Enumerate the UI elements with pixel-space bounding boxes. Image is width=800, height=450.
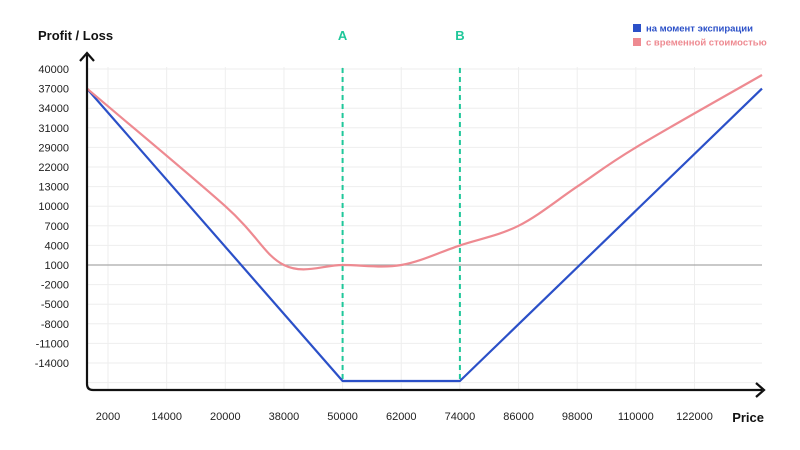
x-tick-label: 98000	[562, 411, 593, 423]
y-tick-label: 7000	[45, 221, 69, 233]
y-tick-label: -14000	[35, 358, 69, 370]
chart-axes	[79, 51, 766, 398]
x-tick-label: 122000	[676, 411, 713, 423]
axis-lines	[85, 55, 762, 392]
y-tick-label: -11000	[36, 338, 69, 350]
y-tick-label: -5000	[41, 299, 69, 311]
y-tick-label: 1000	[45, 260, 69, 272]
marker-label-a: A	[338, 28, 348, 43]
legend-swatch-expiration	[633, 24, 641, 32]
y-tick-label: 29000	[38, 142, 69, 154]
series-lines	[86, 74, 763, 383]
legend: на момент экспирации с временной стоимос…	[633, 24, 767, 49]
x-tick-label: 20000	[210, 411, 241, 423]
y-tick-label: -8000	[41, 319, 69, 331]
x-tick-label: 62000	[386, 411, 417, 423]
x-tick-labels: 2000 14000 20000 38000 50000 62000 74000 86000 9…	[96, 411, 713, 423]
y-tick-labels: 40000 37000 34000 31000 29000 22000 13000 10000…	[35, 64, 69, 370]
y-tick-label: 10000	[38, 201, 69, 213]
x-tick-label: 86000	[503, 411, 534, 423]
chart-grid	[87, 67, 762, 390]
x-tick-label: 14000	[151, 411, 182, 423]
y-axis-arrow	[79, 51, 95, 62]
series-line-expiration	[86, 87, 763, 383]
x-tick-label: 50000	[327, 411, 358, 423]
y-tick-label: 13000	[38, 182, 69, 194]
y-tick-label: 37000	[38, 84, 69, 96]
x-axis-arrow	[755, 382, 766, 398]
y-tick-label: 22000	[38, 162, 69, 174]
x-tick-label: 38000	[269, 411, 300, 423]
series-line-time-value	[86, 74, 763, 271]
x-tick-label: 110000	[618, 411, 654, 423]
x-axis-title: Price	[732, 410, 764, 425]
x-tick-label: 74000	[445, 411, 476, 423]
y-tick-label: -2000	[41, 280, 69, 292]
marker-label-b: B	[455, 28, 464, 43]
x-tick-label: 2000	[96, 411, 120, 423]
legend-label-time-value: с временной стоимостью	[646, 38, 767, 49]
legend-label-expiration: на момент экспирации	[646, 24, 753, 35]
y-tick-label: 4000	[45, 240, 69, 252]
y-tick-label: 34000	[38, 103, 69, 115]
y-tick-label: 31000	[38, 123, 69, 135]
legend-swatch-time-value	[633, 38, 641, 46]
y-tick-label: 40000	[38, 64, 69, 76]
y-axis-title: Profit / Loss	[38, 28, 113, 43]
